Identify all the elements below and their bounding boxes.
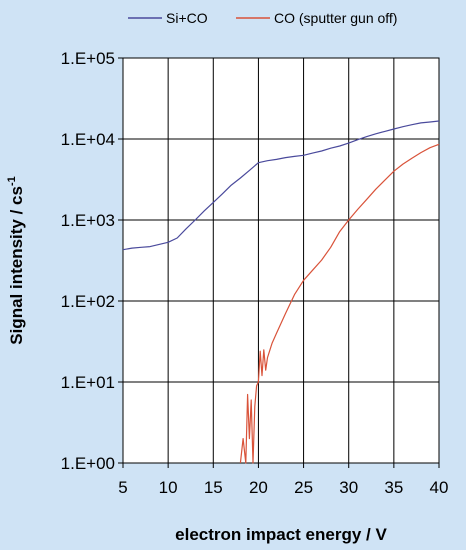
legend-label-2: CO (sputter gun off) xyxy=(274,10,397,26)
x-tick-label: 40 xyxy=(430,478,449,497)
y-axis-label-superscript: -1 xyxy=(6,176,18,186)
axis-ticks: 5 10 15 20 25 30 35 40 1.E+00 1.E+01 1.E+02 1.E+03 1… xyxy=(61,49,449,497)
series-line-1 xyxy=(122,120,440,251)
x-tick-label: 35 xyxy=(384,478,403,497)
legend-label-1: Si+CO xyxy=(166,10,208,26)
y-tick-label: 1.E+01 xyxy=(61,373,115,392)
y-tick-label: 1.E+04 xyxy=(61,130,115,149)
x-tick-label: 25 xyxy=(294,478,313,497)
x-axis-label: electron impact energy / V xyxy=(175,525,387,544)
y-tick-label: 1.E+05 xyxy=(61,49,115,68)
y-tick-label: 1.E+03 xyxy=(61,211,115,230)
series-layer xyxy=(122,120,440,464)
x-tick-label: 30 xyxy=(339,478,358,497)
x-tick-label: 5 xyxy=(118,478,127,497)
plot-area xyxy=(123,58,439,463)
series-line-2 xyxy=(239,143,440,464)
y-axis-label-text: Signal intensity / cs xyxy=(7,186,26,345)
y-axis-label: Signal intensity / cs-1 xyxy=(6,176,26,345)
y-tick-label: 1.E+02 xyxy=(61,292,115,311)
y-tick-label: 1.E+00 xyxy=(61,454,115,473)
x-tick-label: 10 xyxy=(159,478,178,497)
plot-frame xyxy=(122,57,440,464)
x-tick-label: 15 xyxy=(204,478,223,497)
legend: Si+CO CO (sputter gun off) xyxy=(128,10,397,26)
x-tick-label: 20 xyxy=(249,478,268,497)
